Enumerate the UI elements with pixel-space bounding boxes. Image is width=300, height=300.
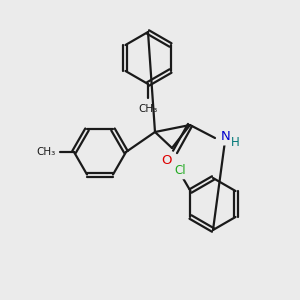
Text: O: O — [162, 154, 172, 166]
Text: CH₃: CH₃ — [138, 104, 158, 114]
Text: Cl: Cl — [175, 164, 186, 178]
Text: N: N — [221, 130, 231, 143]
Text: H: H — [231, 136, 240, 149]
Text: CH₃: CH₃ — [37, 147, 56, 157]
